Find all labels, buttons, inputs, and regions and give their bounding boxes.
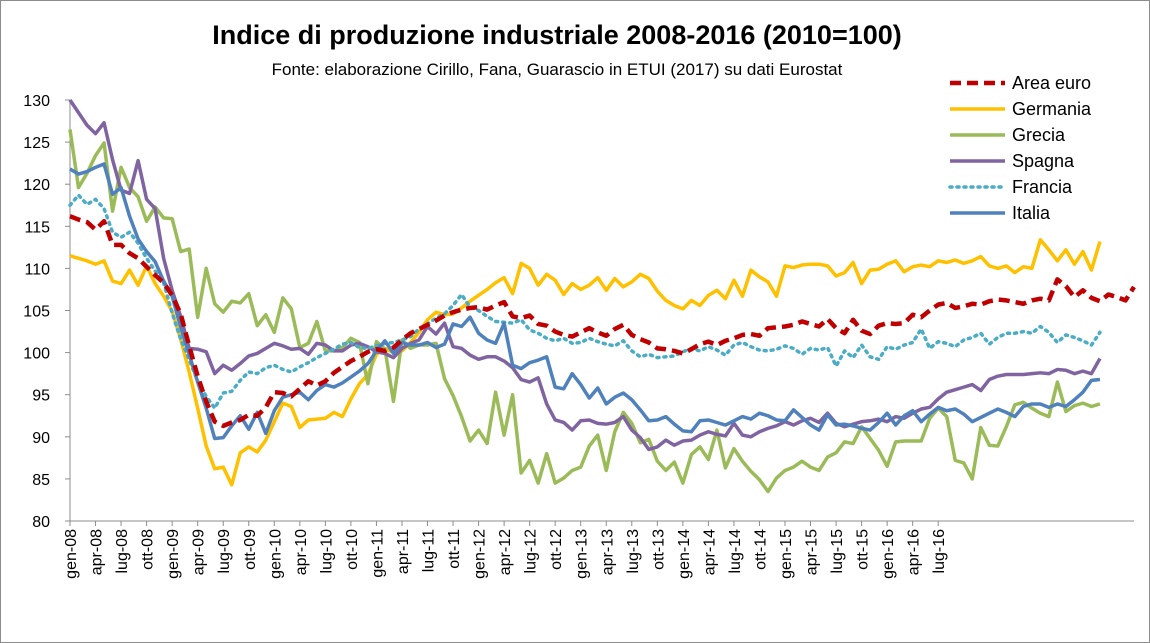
x-axis: gen-08 apr-08 lug-08 ott-08 gen-09 apr-09 lug-… bbox=[63, 520, 1134, 579]
x-tick-label: gen-16 bbox=[880, 529, 897, 579]
x-tick-label: gen-10 bbox=[267, 529, 284, 579]
x-tick-label: gen-15 bbox=[778, 529, 795, 579]
series-line-italia bbox=[69, 162, 1101, 441]
y-tick-label: 105 bbox=[23, 304, 50, 321]
series-line-grecia bbox=[68, 129, 1101, 494]
y-tick-label: 115 bbox=[24, 219, 50, 236]
x-tick-label: gen-14 bbox=[676, 529, 693, 579]
x-tick-label: lug-13 bbox=[625, 529, 642, 574]
x-tick-label: apr-16 bbox=[906, 529, 923, 575]
x-tick-label: ott-10 bbox=[344, 529, 361, 570]
series-line-spagna bbox=[68, 99, 1102, 452]
x-tick-label: apr-13 bbox=[599, 529, 616, 575]
y-tick-label: 120 bbox=[23, 177, 50, 194]
x-tick-label: apr-15 bbox=[804, 529, 821, 575]
x-tick-label: gen-13 bbox=[574, 529, 591, 579]
y-tick-label: 80 bbox=[32, 514, 50, 531]
x-tick-label: lug-11 bbox=[421, 529, 438, 572]
series-line-francia bbox=[68, 193, 1102, 410]
x-tick-label: lug-12 bbox=[523, 529, 540, 574]
chart-title: Indice di produzione industriale 2008-20… bbox=[212, 20, 902, 50]
x-tick-label: gen-09 bbox=[165, 529, 182, 579]
x-tick-label: ott-12 bbox=[548, 529, 565, 570]
x-tick-label: apr-10 bbox=[293, 529, 310, 575]
x-tick-label: ott-09 bbox=[242, 529, 259, 570]
x-tick-label: lug-15 bbox=[829, 529, 846, 574]
x-tick-label: ott-15 bbox=[855, 529, 872, 570]
x-tick-label: apr-12 bbox=[497, 529, 514, 575]
y-tick-label: 85 bbox=[32, 472, 50, 489]
x-tick-label: gen-12 bbox=[472, 529, 489, 579]
y-axis: 80 85 90 95 100 105 110 115 120 125 130 bbox=[23, 93, 71, 531]
series-line-area-euro bbox=[69, 214, 1136, 429]
legend-label-spagna: Spagna bbox=[1012, 151, 1075, 171]
legend-label-germania: Germania bbox=[1012, 99, 1092, 119]
y-tick-label: 125 bbox=[23, 135, 50, 152]
legend-label-area-euro: Area euro bbox=[1012, 73, 1091, 93]
y-tick-label: 95 bbox=[32, 388, 50, 405]
series-line-germania bbox=[69, 238, 1102, 487]
legend-label-grecia: Grecia bbox=[1012, 125, 1066, 145]
chart-subtitle: Fonte: elaborazione Cirillo, Fana, Guara… bbox=[272, 60, 843, 79]
x-tick-label: ott-11 bbox=[446, 529, 463, 569]
x-tick-label: ott-13 bbox=[650, 529, 667, 570]
x-tick-label: ott-14 bbox=[752, 529, 769, 570]
y-tick-label: 100 bbox=[23, 346, 50, 363]
y-tick-label: 130 bbox=[23, 93, 50, 110]
x-tick-label: apr-11 bbox=[395, 529, 412, 574]
x-tick-label: lug-16 bbox=[931, 529, 948, 574]
x-tick-label: gen-08 bbox=[63, 529, 80, 579]
y-tick-label: 90 bbox=[32, 430, 50, 447]
x-tick-label: ott-08 bbox=[140, 529, 157, 570]
x-tick-label: gen-11 bbox=[369, 529, 386, 578]
x-tick-label: lug-10 bbox=[318, 529, 335, 574]
legend-label-francia: Francia bbox=[1012, 177, 1073, 197]
series-group bbox=[68, 99, 1136, 494]
x-tick-label: apr-14 bbox=[701, 529, 718, 575]
legend-label-italia: Italia bbox=[1012, 203, 1051, 223]
x-tick-label: apr-09 bbox=[191, 529, 208, 575]
x-tick-label: lug-08 bbox=[114, 529, 131, 574]
y-tick-label: 110 bbox=[24, 261, 50, 278]
legend: Area euro Germania Grecia Spagna Francia Ital… bbox=[948, 73, 1092, 223]
x-tick-label: lug-09 bbox=[216, 529, 233, 574]
x-tick-label: lug-14 bbox=[727, 529, 744, 574]
x-tick-label: apr-08 bbox=[89, 529, 106, 575]
